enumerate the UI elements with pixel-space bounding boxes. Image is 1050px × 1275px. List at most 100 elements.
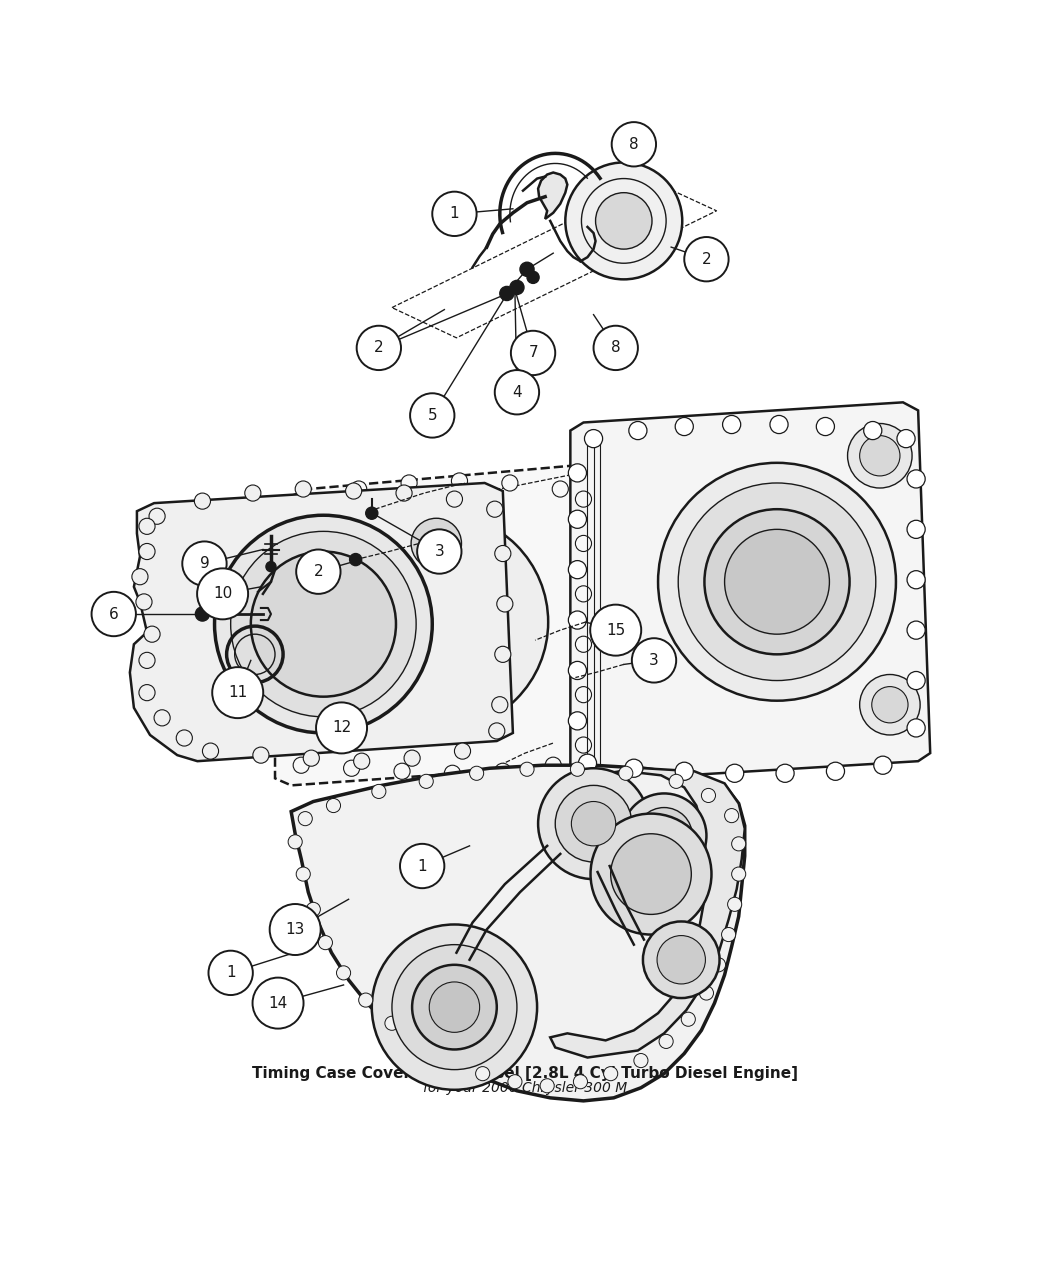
Circle shape [350, 553, 361, 566]
Circle shape [336, 715, 348, 727]
Circle shape [176, 729, 192, 746]
Text: 1: 1 [417, 858, 427, 873]
Circle shape [293, 757, 310, 773]
Circle shape [316, 703, 368, 754]
Circle shape [874, 756, 891, 774]
Circle shape [396, 484, 412, 501]
Circle shape [91, 592, 135, 636]
Circle shape [132, 569, 148, 585]
Circle shape [412, 518, 462, 569]
Text: 2: 2 [314, 564, 323, 579]
Circle shape [144, 626, 160, 643]
Circle shape [552, 481, 568, 497]
Circle shape [575, 737, 591, 754]
Circle shape [357, 325, 401, 370]
Circle shape [595, 193, 652, 249]
Circle shape [394, 764, 411, 779]
Circle shape [351, 481, 366, 497]
Circle shape [593, 325, 638, 370]
Circle shape [270, 904, 320, 955]
Circle shape [359, 993, 373, 1007]
Circle shape [847, 423, 912, 488]
Circle shape [253, 978, 303, 1029]
Circle shape [604, 1067, 617, 1081]
Circle shape [907, 719, 925, 737]
Circle shape [476, 1067, 489, 1081]
Circle shape [209, 951, 253, 994]
Text: 10: 10 [213, 586, 232, 602]
Circle shape [678, 483, 876, 681]
Circle shape [392, 945, 517, 1070]
Circle shape [469, 766, 484, 780]
Circle shape [495, 546, 511, 561]
Circle shape [203, 743, 218, 759]
Circle shape [452, 473, 467, 490]
Circle shape [404, 750, 420, 766]
Circle shape [135, 594, 152, 609]
Circle shape [555, 785, 632, 862]
Circle shape [568, 464, 587, 482]
Circle shape [277, 548, 293, 565]
Circle shape [636, 807, 692, 864]
Circle shape [575, 536, 591, 552]
Circle shape [195, 607, 210, 621]
Circle shape [511, 330, 555, 375]
Circle shape [722, 416, 740, 434]
Circle shape [183, 542, 227, 585]
Circle shape [280, 595, 296, 612]
Circle shape [495, 646, 511, 663]
Circle shape [816, 417, 835, 436]
Text: 1: 1 [449, 207, 459, 222]
Circle shape [770, 416, 789, 434]
Polygon shape [130, 483, 512, 761]
Text: 3: 3 [435, 544, 444, 558]
Circle shape [545, 757, 562, 773]
Text: 15: 15 [606, 622, 626, 638]
Text: 14: 14 [269, 996, 288, 1011]
Circle shape [520, 762, 534, 776]
Circle shape [331, 514, 548, 731]
Text: 3: 3 [649, 653, 659, 668]
Text: for your 2000 Chrysler 300 M: for your 2000 Chrysler 300 M [423, 1081, 627, 1095]
Circle shape [277, 733, 293, 750]
Circle shape [510, 280, 524, 295]
Circle shape [864, 422, 882, 440]
Circle shape [712, 958, 726, 972]
Circle shape [872, 687, 908, 723]
Circle shape [612, 122, 656, 167]
Circle shape [197, 569, 248, 620]
Circle shape [625, 759, 643, 778]
Circle shape [732, 836, 745, 850]
Circle shape [573, 1075, 588, 1089]
Circle shape [385, 1016, 399, 1030]
Circle shape [455, 743, 470, 759]
Circle shape [508, 1075, 522, 1089]
Circle shape [643, 922, 719, 998]
Circle shape [212, 667, 264, 718]
Circle shape [487, 501, 503, 518]
Circle shape [298, 812, 312, 826]
Circle shape [629, 422, 647, 440]
Circle shape [214, 515, 433, 733]
Circle shape [154, 710, 170, 725]
Text: 8: 8 [611, 340, 621, 356]
Circle shape [495, 370, 539, 414]
Circle shape [295, 481, 311, 497]
Polygon shape [271, 465, 590, 785]
Circle shape [611, 834, 691, 914]
Circle shape [296, 867, 311, 881]
Circle shape [860, 674, 920, 734]
Text: 2: 2 [701, 251, 711, 266]
Circle shape [139, 653, 155, 668]
Circle shape [590, 813, 712, 935]
Circle shape [675, 762, 693, 780]
Circle shape [444, 765, 461, 782]
Circle shape [685, 237, 729, 282]
Circle shape [724, 808, 739, 822]
Circle shape [585, 430, 603, 448]
Circle shape [139, 518, 155, 534]
Circle shape [701, 788, 715, 802]
Circle shape [433, 191, 477, 236]
Circle shape [327, 798, 340, 812]
Circle shape [632, 639, 676, 682]
